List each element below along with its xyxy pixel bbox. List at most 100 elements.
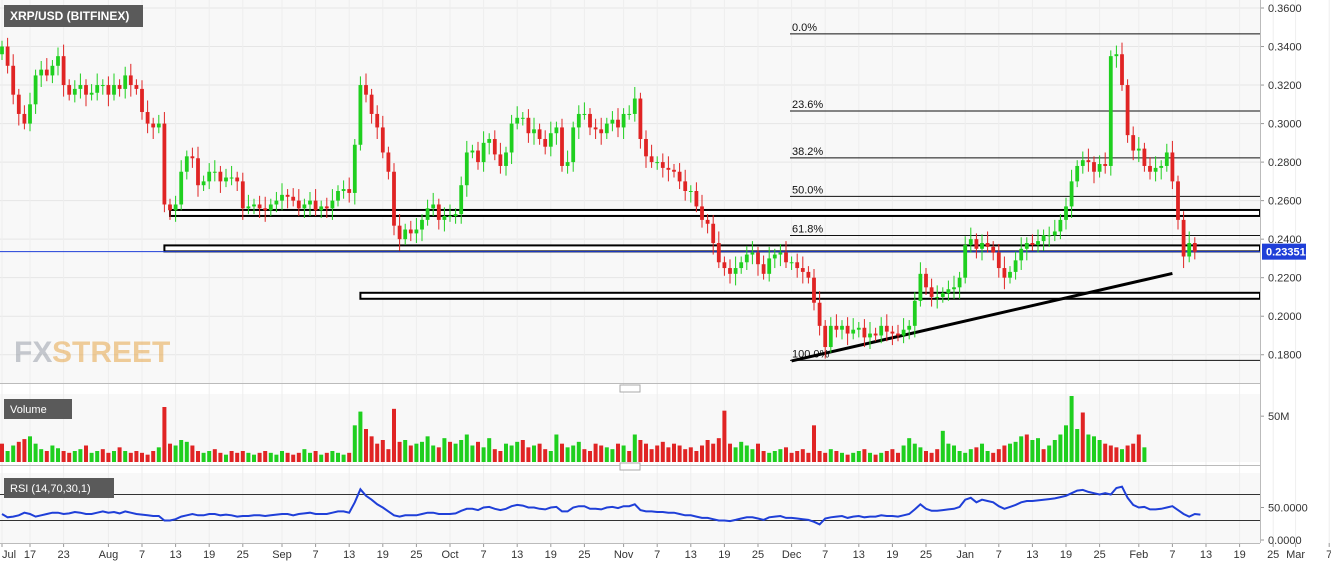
time-axis-label: 19 — [886, 549, 898, 561]
volume-bar — [436, 447, 441, 462]
time-axis-label: 19 — [377, 549, 389, 561]
volume-bar — [392, 408, 396, 462]
candle-body — [341, 189, 346, 191]
candle-body — [1142, 148, 1147, 166]
volume-bar — [576, 441, 581, 462]
candle-body — [974, 239, 979, 249]
candle-body — [22, 113, 27, 124]
volume-bar — [1097, 440, 1102, 462]
candle-body — [184, 156, 189, 172]
rsi-tick-label: 0.0000 — [1268, 535, 1302, 547]
volume-bar — [907, 438, 912, 462]
volume-bar — [95, 451, 100, 462]
volume-bar — [369, 436, 374, 462]
volume-bar — [1047, 445, 1052, 462]
volume-bar — [285, 452, 290, 462]
price-tick-label: 0.2600 — [1268, 196, 1302, 208]
volume-bar — [862, 449, 867, 462]
candle-body — [168, 204, 172, 211]
candle-body — [711, 223, 716, 244]
time-axis-label: 7 — [313, 549, 319, 561]
candle-body — [851, 329, 856, 334]
volume-bar — [918, 447, 923, 462]
volume-bar — [464, 434, 469, 462]
volume-bar — [621, 445, 626, 462]
candle-body — [515, 117, 520, 124]
volume-badge — [4, 399, 72, 419]
pane-resize-handle[interactable] — [619, 384, 641, 393]
time-axis-label: 7 — [1326, 549, 1331, 561]
volume-bar — [828, 449, 833, 462]
candle-body — [520, 117, 525, 119]
volume-bar — [190, 445, 195, 462]
candle-body — [683, 181, 688, 191]
candle-body — [627, 113, 632, 115]
candle-body — [946, 289, 951, 294]
candle-body — [156, 123, 161, 128]
time-axis-label: 19 — [545, 549, 557, 561]
time-axis-label: 25 — [920, 549, 932, 561]
candle-body — [1002, 268, 1007, 278]
volume-bar — [716, 438, 721, 462]
fib-level-label: 38.2% — [792, 146, 823, 158]
volume-bar — [896, 452, 900, 462]
volume-bar — [459, 440, 464, 462]
volume-bar — [448, 441, 452, 462]
candle-body — [1047, 235, 1052, 237]
time-axis-label: 13 — [169, 549, 181, 561]
time-axis-label: 25 — [752, 549, 764, 561]
volume-bar — [963, 452, 968, 462]
volume-bar — [252, 454, 256, 462]
volume-bar — [1114, 447, 1119, 462]
candle-body — [940, 293, 945, 297]
volume-bar — [604, 447, 609, 462]
logo-street: STREET — [52, 336, 170, 369]
volume-bar — [784, 447, 788, 462]
candle-body — [504, 152, 508, 166]
pane-resize-handle[interactable] — [619, 462, 641, 471]
volume-bar — [515, 441, 520, 462]
volume-bar — [812, 425, 816, 462]
volume-bar — [364, 429, 368, 462]
candle-body — [274, 200, 279, 205]
fib-level-label: 23.6% — [792, 99, 823, 111]
volume-bar — [974, 447, 979, 462]
candle-body — [414, 229, 419, 234]
volume-bar — [173, 445, 178, 462]
candle-body — [845, 325, 850, 334]
volume-bar — [112, 451, 116, 462]
candle-body — [1064, 206, 1068, 220]
candle-body — [873, 333, 878, 336]
volume-bar — [823, 452, 828, 462]
candle-body — [840, 325, 844, 330]
candle-body — [1036, 241, 1040, 245]
candle-body — [705, 219, 710, 224]
volume-bar — [5, 451, 10, 462]
candle-body — [543, 138, 548, 147]
candle-body — [952, 287, 956, 290]
volume-bar — [1120, 449, 1124, 462]
volume-bar — [100, 449, 105, 462]
volume-bar — [257, 452, 262, 462]
volume-bar — [946, 443, 951, 462]
candle-body — [929, 287, 934, 297]
volume-bar — [280, 451, 284, 462]
volume-bar — [420, 441, 424, 462]
volume-bar — [408, 445, 413, 462]
price-tick-label: 0.3200 — [1268, 80, 1302, 92]
time-axis-label: Dec — [782, 549, 802, 561]
volume-bar — [890, 449, 895, 462]
candle-body — [106, 85, 111, 95]
candle-body — [728, 268, 732, 274]
volume-bar — [795, 451, 800, 462]
volume-bar — [184, 441, 189, 462]
time-axis-label: Nov — [614, 549, 634, 561]
candle-body — [509, 123, 514, 153]
time-axis-label: 25 — [578, 549, 590, 561]
candle-body — [476, 150, 480, 163]
volume-bar — [296, 452, 301, 462]
candle-body — [828, 325, 833, 348]
candle-body — [800, 268, 805, 272]
volume-bar — [750, 449, 755, 462]
volume-bar — [324, 452, 329, 462]
